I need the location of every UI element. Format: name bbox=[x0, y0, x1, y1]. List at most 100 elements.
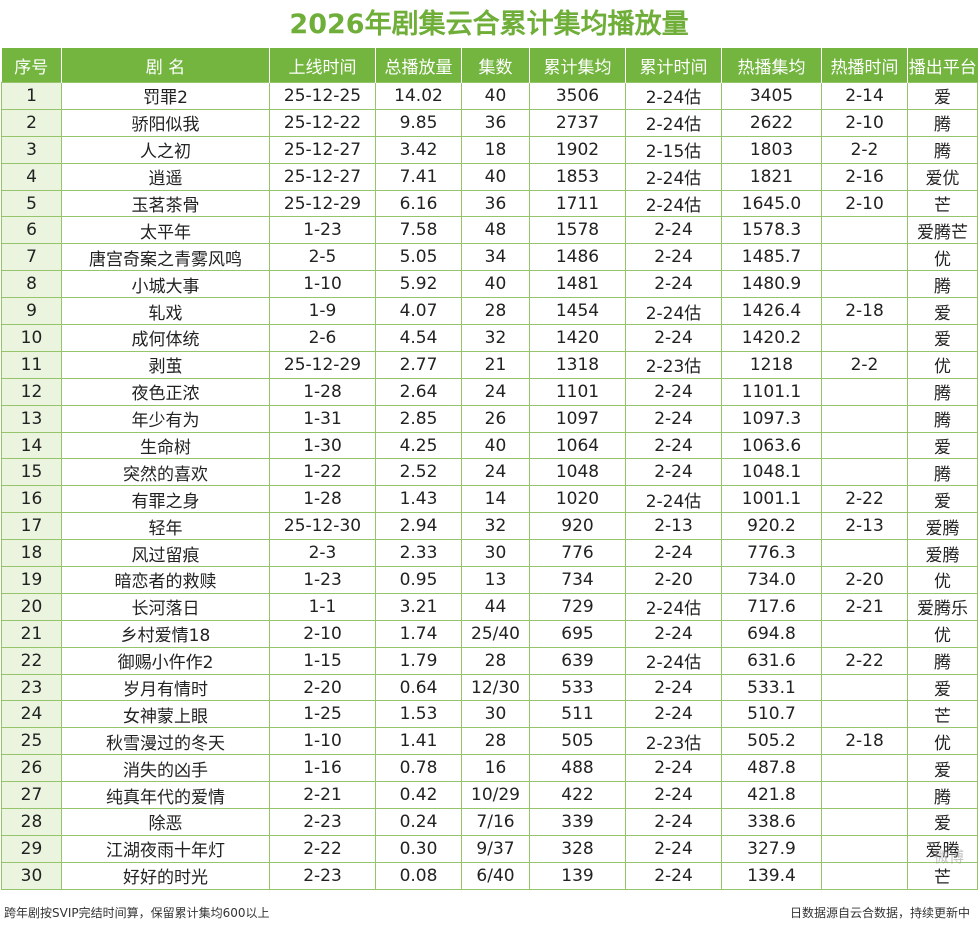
title-cell: 人之初 bbox=[61, 135, 270, 164]
peak-avg-cell: 1001.1 bbox=[721, 485, 822, 514]
table-row: 23 岁月有情时 2-20 0.64 12/30 533 2-24 533.1 爱 bbox=[1, 673, 978, 702]
title-cell: 剥茧 bbox=[61, 350, 270, 379]
episodes-cell: 18 bbox=[461, 135, 530, 164]
peak-avg-cell: 717.6 bbox=[721, 592, 822, 621]
total-views-cell: 1.43 bbox=[375, 485, 462, 514]
cumulative-date-cell: 2-24 bbox=[625, 270, 722, 299]
episodes-cell: 12/30 bbox=[461, 673, 530, 702]
header-episodes: 集数 bbox=[461, 48, 530, 83]
title-cell: 成何体统 bbox=[61, 324, 270, 352]
total-views-cell: 0.24 bbox=[375, 808, 462, 836]
platform-cell: 爱 bbox=[907, 673, 978, 702]
episodes-cell: 40 bbox=[461, 162, 530, 191]
total-views-cell: 0.42 bbox=[375, 781, 462, 810]
total-views-cell: 9.85 bbox=[375, 108, 462, 137]
platform-cell: 爱 bbox=[907, 485, 978, 514]
peak-date-cell bbox=[821, 700, 908, 729]
title-cell: 长河落日 bbox=[61, 592, 270, 621]
table-row: 3 人之初 25-12-27 3.42 18 1902 2-15估 1803 2-2 腾 bbox=[1, 135, 978, 164]
title-cell: 小城大事 bbox=[61, 270, 270, 299]
episodes-cell: 36 bbox=[461, 108, 530, 137]
index-cell: 21 bbox=[1, 619, 62, 648]
cumulative-date-cell: 2-24估 bbox=[625, 189, 722, 218]
index-cell: 28 bbox=[1, 808, 62, 836]
table-row: 15 突然的喜欢 1-22 2.52 24 1048 2-24 1048.1 腾 bbox=[1, 458, 978, 487]
table-row: 4 逍遥 25-12-27 7.41 40 1853 2-24估 1821 2-16 爱优 bbox=[1, 162, 978, 191]
peak-date-cell bbox=[821, 404, 908, 433]
index-cell: 14 bbox=[1, 431, 62, 460]
table-row: 24 女神蒙上眼 1-25 1.53 30 511 2-24 510.7 芒 bbox=[1, 700, 978, 729]
title-cell: 乡村爱情18 bbox=[61, 619, 270, 648]
index-cell: 2 bbox=[1, 108, 62, 137]
episodes-cell: 32 bbox=[461, 324, 530, 352]
peak-avg-cell: 1578.3 bbox=[721, 216, 822, 245]
release-date-cell: 2-23 bbox=[269, 861, 376, 890]
cumulative-date-cell: 2-24估 bbox=[625, 108, 722, 137]
header-cumulative-date: 累计时间 bbox=[625, 48, 722, 83]
cumulative-avg-cell: 776 bbox=[529, 539, 626, 568]
cumulative-date-cell: 2-24估 bbox=[625, 297, 722, 326]
header-release-date: 上线时间 bbox=[269, 48, 376, 83]
index-cell: 4 bbox=[1, 162, 62, 191]
cumulative-avg-cell: 511 bbox=[529, 700, 626, 729]
peak-avg-cell: 776.3 bbox=[721, 539, 822, 568]
title-cell: 消失的凶手 bbox=[61, 754, 270, 783]
watermark: 微博 bbox=[933, 848, 964, 866]
index-cell: 17 bbox=[1, 512, 62, 541]
table-row: 22 御赐小仵作2 1-15 1.79 28 639 2-24估 631.6 2-22 腾 bbox=[1, 646, 978, 675]
release-date-cell: 25-12-27 bbox=[269, 162, 376, 191]
peak-avg-cell: 1645.0 bbox=[721, 189, 822, 218]
episodes-cell: 24 bbox=[461, 377, 530, 406]
cumulative-date-cell: 2-24 bbox=[625, 377, 722, 406]
table-row: 26 消失的凶手 1-16 0.78 16 488 2-24 487.8 爱 bbox=[1, 754, 978, 783]
peak-date-cell bbox=[821, 619, 908, 648]
peak-avg-cell: 1420.2 bbox=[721, 324, 822, 352]
episodes-cell: 16 bbox=[461, 754, 530, 783]
total-views-cell: 0.64 bbox=[375, 673, 462, 702]
platform-cell: 爱腾 bbox=[907, 512, 978, 541]
total-views-cell: 2.52 bbox=[375, 458, 462, 487]
platform-cell: 腾 bbox=[907, 458, 978, 487]
platform-cell: 芒 bbox=[907, 700, 978, 729]
release-date-cell: 1-10 bbox=[269, 270, 376, 299]
platform-cell: 腾 bbox=[907, 135, 978, 164]
cumulative-avg-cell: 1481 bbox=[529, 270, 626, 299]
episodes-cell: 28 bbox=[461, 727, 530, 756]
episodes-cell: 34 bbox=[461, 243, 530, 272]
platform-cell: 优 bbox=[907, 619, 978, 648]
table-row: 20 长河落日 1-1 3.21 44 729 2-24估 717.6 2-21 爱腾乐 bbox=[1, 592, 978, 621]
table-row: 25 秋雪漫过的冬天 1-10 1.41 28 505 2-23估 505.2 2-18 优 bbox=[1, 727, 978, 756]
release-date-cell: 1-16 bbox=[269, 754, 376, 783]
release-date-cell: 2-3 bbox=[269, 539, 376, 568]
peak-avg-cell: 139.4 bbox=[721, 861, 822, 890]
cumulative-avg-cell: 729 bbox=[529, 592, 626, 621]
episodes-cell: 9/37 bbox=[461, 834, 530, 863]
cumulative-date-cell: 2-24 bbox=[625, 404, 722, 433]
cumulative-avg-cell: 339 bbox=[529, 808, 626, 836]
total-views-cell: 4.54 bbox=[375, 324, 462, 352]
table-row: 2 骄阳似我 25-12-22 9.85 36 2737 2-24估 2622 2-10 腾 bbox=[1, 108, 978, 137]
cumulative-avg-cell: 3506 bbox=[529, 82, 626, 110]
episodes-cell: 32 bbox=[461, 512, 530, 541]
episodes-cell: 44 bbox=[461, 592, 530, 621]
index-cell: 10 bbox=[1, 324, 62, 352]
peak-avg-cell: 734.0 bbox=[721, 566, 822, 594]
total-views-cell: 0.95 bbox=[375, 566, 462, 594]
table-body: 1 罚罪2 25-12-25 14.02 40 3506 2-24估 3405 2-14 爱 2 骄阳… bbox=[1, 82, 978, 890]
index-cell: 20 bbox=[1, 592, 62, 621]
total-views-cell: 5.05 bbox=[375, 243, 462, 272]
total-views-cell: 3.42 bbox=[375, 135, 462, 164]
page-title: 2026年剧集云合累计集均播放量 bbox=[289, 9, 689, 40]
peak-date-cell bbox=[821, 539, 908, 568]
header-platform: 播出平台 bbox=[907, 48, 978, 83]
total-views-cell: 14.02 bbox=[375, 82, 462, 110]
episodes-cell: 30 bbox=[461, 700, 530, 729]
cumulative-date-cell: 2-23估 bbox=[625, 350, 722, 379]
platform-cell: 爱优 bbox=[907, 162, 978, 191]
cumulative-date-cell: 2-23估 bbox=[625, 727, 722, 756]
table-row: 5 玉茗茶骨 25-12-29 6.16 36 1711 2-24估 1645.0 2-10 芒 bbox=[1, 189, 978, 218]
cumulative-date-cell: 2-24 bbox=[625, 619, 722, 648]
title-cell: 年少有为 bbox=[61, 404, 270, 433]
table-row: 27 纯真年代的爱情 2-21 0.42 10/29 422 2-24 421.8 腾 bbox=[1, 781, 978, 810]
cumulative-date-cell: 2-24 bbox=[625, 808, 722, 836]
